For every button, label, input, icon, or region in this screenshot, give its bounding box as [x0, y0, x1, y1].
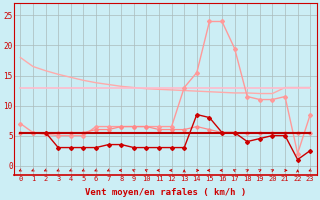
X-axis label: Vent moyen/en rafales ( km/h ): Vent moyen/en rafales ( km/h )	[85, 188, 246, 197]
